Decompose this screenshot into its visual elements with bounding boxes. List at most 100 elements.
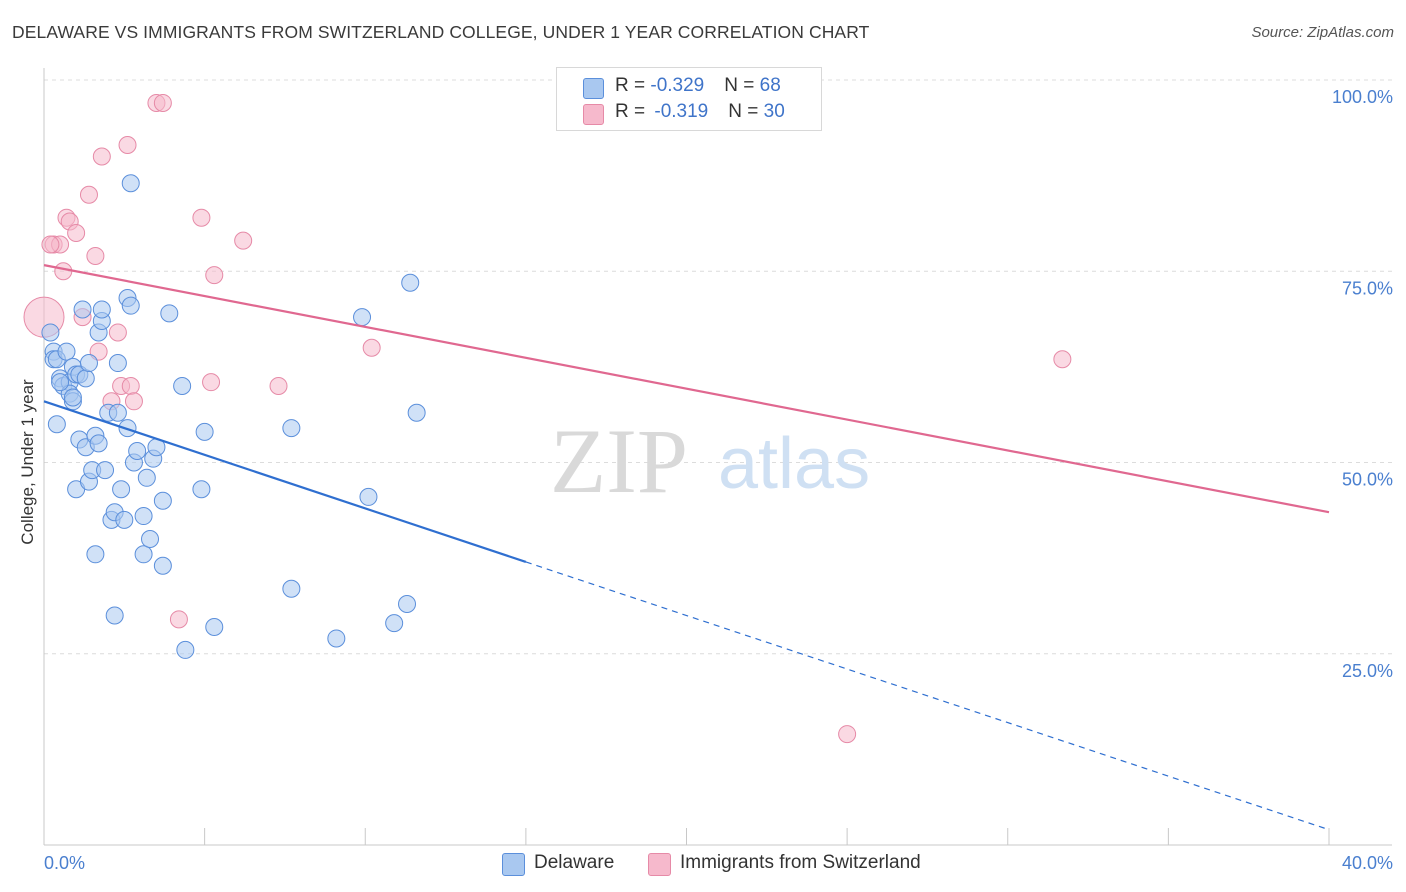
delaware-point — [282, 419, 301, 438]
delaware-point — [108, 354, 127, 373]
legend-n-label: N = — [728, 101, 764, 122]
y-tick-label-50: 50.0% — [1342, 470, 1393, 490]
delaware-point — [79, 354, 98, 373]
delaware-point — [176, 640, 195, 659]
delaware-trend-line — [43, 400, 527, 563]
switzerland-point — [269, 377, 288, 395]
switzerland-point — [41, 235, 60, 254]
switzerland-point — [108, 323, 127, 342]
switzerland-trend-line — [43, 264, 1330, 514]
switzerland-point — [124, 392, 143, 411]
x-tick-label-max: 40.0% — [1342, 853, 1393, 873]
x-tick-label-min: 0.0% — [44, 853, 85, 873]
switzerland-point — [153, 93, 172, 112]
delaware-point — [401, 273, 420, 292]
watermark: ZIP atlas — [550, 410, 870, 512]
delaware-swatch — [583, 78, 604, 99]
switzerland-point — [89, 342, 108, 361]
delaware-point — [96, 461, 115, 480]
delaware-point — [86, 545, 105, 564]
switzerland-point — [92, 147, 111, 166]
delaware-point — [108, 403, 127, 422]
delaware-legend-label: Delaware — [534, 852, 615, 873]
delaware-point — [115, 510, 134, 529]
y-tick-labels: 100.0% 75.0% 50.0% 25.0% — [1332, 87, 1393, 681]
delaware-point — [51, 373, 70, 392]
switzerland-point — [1053, 350, 1072, 369]
delaware-point — [137, 468, 156, 487]
delaware-point — [407, 403, 426, 422]
delaware-point — [195, 422, 214, 441]
delaware-n-value: 68 — [759, 75, 781, 96]
x-tick-marks — [204, 828, 1330, 845]
delaware-point — [192, 480, 211, 499]
switzerland-point — [118, 136, 137, 155]
chart-title: DELAWARE VS IMMIGRANTS FROM SWITZERLAND … — [12, 22, 870, 42]
switzerland-point — [362, 338, 381, 357]
delaware-point — [134, 507, 153, 526]
delaware-r-value: -0.329 — [650, 75, 705, 96]
switzerland-legend-label: Immigrants from Switzerland — [680, 852, 921, 873]
watermark-atlas: atlas — [718, 424, 870, 504]
delaware-point — [160, 304, 179, 323]
delaware-point — [41, 323, 60, 342]
delaware-point — [128, 442, 147, 461]
delaware-point — [73, 300, 92, 319]
delaware-point — [398, 595, 417, 614]
delaware-point — [359, 487, 378, 506]
switzerland-point — [192, 208, 211, 227]
delaware-point — [282, 579, 301, 598]
delaware-point — [63, 388, 82, 407]
delaware-point — [153, 556, 172, 575]
x-tick-labels: 0.0% 40.0% — [44, 853, 1393, 873]
delaware-trend-extension — [525, 561, 1330, 831]
switzerland-n-value: 30 — [763, 101, 785, 122]
switzerland-legend-swatch — [648, 853, 671, 876]
axes — [43, 68, 1392, 846]
delaware-point — [47, 415, 66, 434]
legend-r-label: R = — [615, 75, 651, 96]
legend-r-label: R = — [615, 101, 651, 122]
delaware-legend-swatch — [502, 853, 525, 876]
delaware-point — [134, 545, 153, 564]
delaware-points — [41, 174, 426, 659]
delaware-point — [92, 300, 111, 319]
delaware-point — [153, 491, 172, 510]
delaware-point — [121, 174, 140, 193]
delaware-point — [112, 480, 131, 499]
switzerland-point — [838, 725, 857, 744]
y-tick-label-25: 25.0% — [1342, 661, 1393, 681]
grid-lines — [44, 79, 1392, 655]
switzerland-point — [234, 231, 253, 250]
switzerland-point — [202, 373, 221, 392]
y-tick-label-100: 100.0% — [1332, 87, 1393, 107]
delaware-point — [353, 308, 372, 327]
delaware-point — [57, 342, 76, 361]
delaware-point — [141, 530, 160, 548]
y-tick-label-75: 75.0% — [1342, 278, 1393, 298]
chart-source: Source: ZipAtlas.com — [1251, 24, 1394, 41]
switzerland-point — [67, 224, 86, 242]
switzerland-r-value: -0.319 — [654, 101, 709, 122]
delaware-point — [105, 606, 124, 625]
switzerland-point — [205, 266, 224, 285]
switzerland-point — [86, 246, 105, 265]
legend-n-label: N = — [724, 75, 760, 96]
correlation-legend: R = -0.329 N = 68 R = -0.319 N = 30 — [556, 67, 822, 131]
delaware-point — [89, 434, 108, 453]
switzerland-point — [169, 610, 188, 629]
y-axis-label: College, Under 1 year — [18, 379, 37, 545]
trend-lines — [43, 264, 1330, 831]
delaware-point — [121, 296, 140, 315]
delaware-point — [205, 617, 224, 636]
delaware-point — [76, 369, 95, 388]
watermark-zip: ZIP — [550, 410, 688, 512]
switzerland-point — [54, 262, 73, 281]
delaware-point — [173, 377, 192, 395]
switzerland-swatch — [583, 104, 604, 125]
switzerland-point — [79, 185, 98, 204]
switzerland-point — [121, 377, 140, 395]
delaware-point — [327, 629, 346, 648]
delaware-point — [385, 614, 404, 633]
